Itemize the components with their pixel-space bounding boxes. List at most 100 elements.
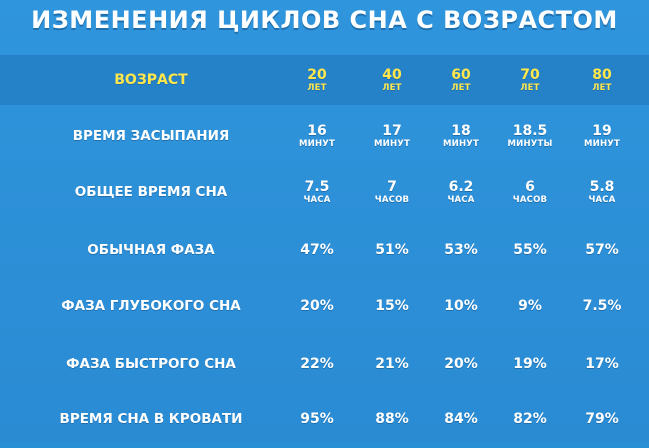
table-cell: 55% bbox=[494, 221, 566, 279]
cell-unit: ЧАСА bbox=[447, 194, 475, 205]
cell-value: 7.5% bbox=[582, 297, 622, 314]
cell-value: 21% bbox=[375, 355, 409, 372]
row-cells: 95% 88% 84% 82% 79% bbox=[270, 390, 649, 448]
table-cell: 57% bbox=[566, 221, 638, 279]
table-cell: 20% bbox=[281, 277, 353, 335]
cell-unit: ЧАСОВ bbox=[374, 194, 410, 205]
age-unit: ЛЕТ bbox=[592, 82, 612, 93]
cell-value: 20% bbox=[444, 355, 478, 372]
age-cell: 20 ЛЕТ bbox=[281, 51, 353, 109]
cell-value: 7.5 bbox=[304, 178, 330, 195]
row-label: ВРЕМЯ СНА В КРОВАТИ bbox=[59, 411, 243, 427]
header-band bbox=[0, 55, 649, 105]
table-cell: 9% bbox=[494, 277, 566, 335]
table-cell: 6.2 ЧАСА bbox=[425, 163, 497, 221]
table-row: ОБЫЧНАЯ ФАЗА 47% 51% 53% 55% 57% bbox=[0, 221, 649, 279]
age-cell: 40 ЛЕТ bbox=[356, 51, 428, 109]
cell-value: 22% bbox=[300, 355, 334, 372]
cell-value: 47% bbox=[300, 241, 334, 258]
table-cell: 95% bbox=[281, 390, 353, 448]
table-cell: 22% bbox=[281, 335, 353, 393]
table-cell: 84% bbox=[425, 390, 497, 448]
table-cell: 19% bbox=[494, 335, 566, 393]
age-value: 40 bbox=[382, 66, 402, 83]
table-row: ФАЗА БЫСТРОГО СНА 22% 21% 20% 19% 17% bbox=[0, 335, 649, 393]
cell-value: 84% bbox=[444, 410, 478, 427]
table-cell: 82% bbox=[494, 390, 566, 448]
cell-unit: МИНУТ bbox=[373, 138, 411, 149]
table-cell: 6 ЧАСОВ bbox=[494, 163, 566, 221]
cell-unit: МИНУТЫ bbox=[507, 138, 553, 149]
cell-value: 53% bbox=[444, 241, 478, 258]
table-cell: 5.8 ЧАСА bbox=[566, 163, 638, 221]
row-cells: 22% 21% 20% 19% 17% bbox=[270, 335, 649, 393]
age-value: 70 bbox=[520, 66, 540, 83]
row-label: ФАЗА БЫСТРОГО СНА bbox=[66, 356, 236, 372]
table-cell: 7 ЧАСОВ bbox=[356, 163, 428, 221]
table-cell: 79% bbox=[566, 390, 638, 448]
age-cell: 80 ЛЕТ bbox=[566, 51, 638, 109]
table-cell: 7.5% bbox=[566, 277, 638, 335]
table-cell: 47% bbox=[281, 221, 353, 279]
row-cells: 16 МИНУТ 17 МИНУТ 18 МИНУТ 18.5 МИНУТЫ 19 МИН… bbox=[270, 107, 649, 165]
cell-value: 20% bbox=[300, 297, 334, 314]
table-cell: 21% bbox=[356, 335, 428, 393]
cell-value: 5.8 bbox=[589, 178, 615, 195]
table-row: ФАЗА ГЛУБОКОГО СНА 20% 15% 10% 9% 7.5% bbox=[0, 277, 649, 335]
cell-value: 82% bbox=[513, 410, 547, 427]
row-label: ОБЫЧНАЯ ФАЗА bbox=[87, 242, 215, 258]
row-label: ВРЕМЯ ЗАСЫПАНИЯ bbox=[72, 128, 230, 144]
cell-value: 19% bbox=[513, 355, 547, 372]
age-unit: ЛЕТ bbox=[520, 82, 540, 93]
age-value: 80 bbox=[592, 66, 612, 83]
cell-value: 95% bbox=[300, 410, 334, 427]
cell-value: 6.2 bbox=[448, 178, 474, 195]
cell-value: 79% bbox=[585, 410, 619, 427]
cell-unit: МИНУТ bbox=[298, 138, 336, 149]
table-cell: 19 МИНУТ bbox=[566, 107, 638, 165]
header-label: ВОЗРАСТ bbox=[114, 72, 188, 88]
cell-unit: ЧАСОВ bbox=[512, 194, 548, 205]
age-unit: ЛЕТ bbox=[451, 82, 471, 93]
table-row: ВРЕМЯ ЗАСЫПАНИЯ 16 МИНУТ 17 МИНУТ 18 МИНУТ … bbox=[0, 107, 649, 165]
cell-value: 7 bbox=[387, 178, 397, 195]
cell-value: 51% bbox=[375, 241, 409, 258]
row-cells: 7.5 ЧАСА 7 ЧАСОВ 6.2 ЧАСА 6 ЧАСОВ 5.8 ЧАСА bbox=[270, 163, 649, 221]
table-cell: 53% bbox=[425, 221, 497, 279]
age-cells: 20 ЛЕТ 40 ЛЕТ 60 ЛЕТ 70 ЛЕТ 80 ЛЕТ bbox=[270, 51, 649, 109]
row-label: ОБЩЕЕ ВРЕМЯ СНА bbox=[74, 184, 228, 200]
table-row: ОБЩЕЕ ВРЕМЯ СНА 7.5 ЧАСА 7 ЧАСОВ 6.2 ЧАСА 6… bbox=[0, 163, 649, 221]
table-cell: 17% bbox=[566, 335, 638, 393]
table-cell: 15% bbox=[356, 277, 428, 335]
table-cell: 18 МИНУТ bbox=[425, 107, 497, 165]
cell-value: 57% bbox=[585, 241, 619, 258]
age-value: 20 bbox=[307, 66, 327, 83]
cell-unit: МИНУТ bbox=[442, 138, 480, 149]
cell-value: 6 bbox=[525, 178, 535, 195]
cell-value: 15% bbox=[375, 297, 409, 314]
age-value: 60 bbox=[451, 66, 471, 83]
page-title: ИЗМЕНЕНИЯ ЦИКЛОВ СНА С ВОЗРАСТОМ bbox=[31, 6, 618, 34]
cell-value: 19 bbox=[592, 122, 612, 139]
cell-value: 55% bbox=[513, 241, 547, 258]
cell-value: 17% bbox=[585, 355, 619, 372]
cell-value: 10% bbox=[444, 297, 478, 314]
table-cell: 10% bbox=[425, 277, 497, 335]
table-cell: 20% bbox=[425, 335, 497, 393]
cell-value: 16 bbox=[307, 122, 327, 139]
row-label: ФАЗА ГЛУБОКОГО СНА bbox=[61, 298, 241, 314]
cell-value: 17 bbox=[382, 122, 402, 139]
table-cell: 7.5 ЧАСА bbox=[281, 163, 353, 221]
row-cells: 47% 51% 53% 55% 57% bbox=[270, 221, 649, 279]
table-cell: 17 МИНУТ bbox=[356, 107, 428, 165]
table-cell: 51% bbox=[356, 221, 428, 279]
age-cell: 60 ЛЕТ bbox=[425, 51, 497, 109]
table-cell: 18.5 МИНУТЫ bbox=[494, 107, 566, 165]
cell-value: 9% bbox=[518, 297, 542, 314]
cell-unit: МИНУТ bbox=[583, 138, 621, 149]
cell-unit: ЧАСА bbox=[588, 194, 616, 205]
age-cell: 70 ЛЕТ bbox=[494, 51, 566, 109]
table-row: ВРЕМЯ СНА В КРОВАТИ 95% 88% 84% 82% 79% bbox=[0, 390, 649, 448]
age-unit: ЛЕТ bbox=[307, 82, 327, 93]
